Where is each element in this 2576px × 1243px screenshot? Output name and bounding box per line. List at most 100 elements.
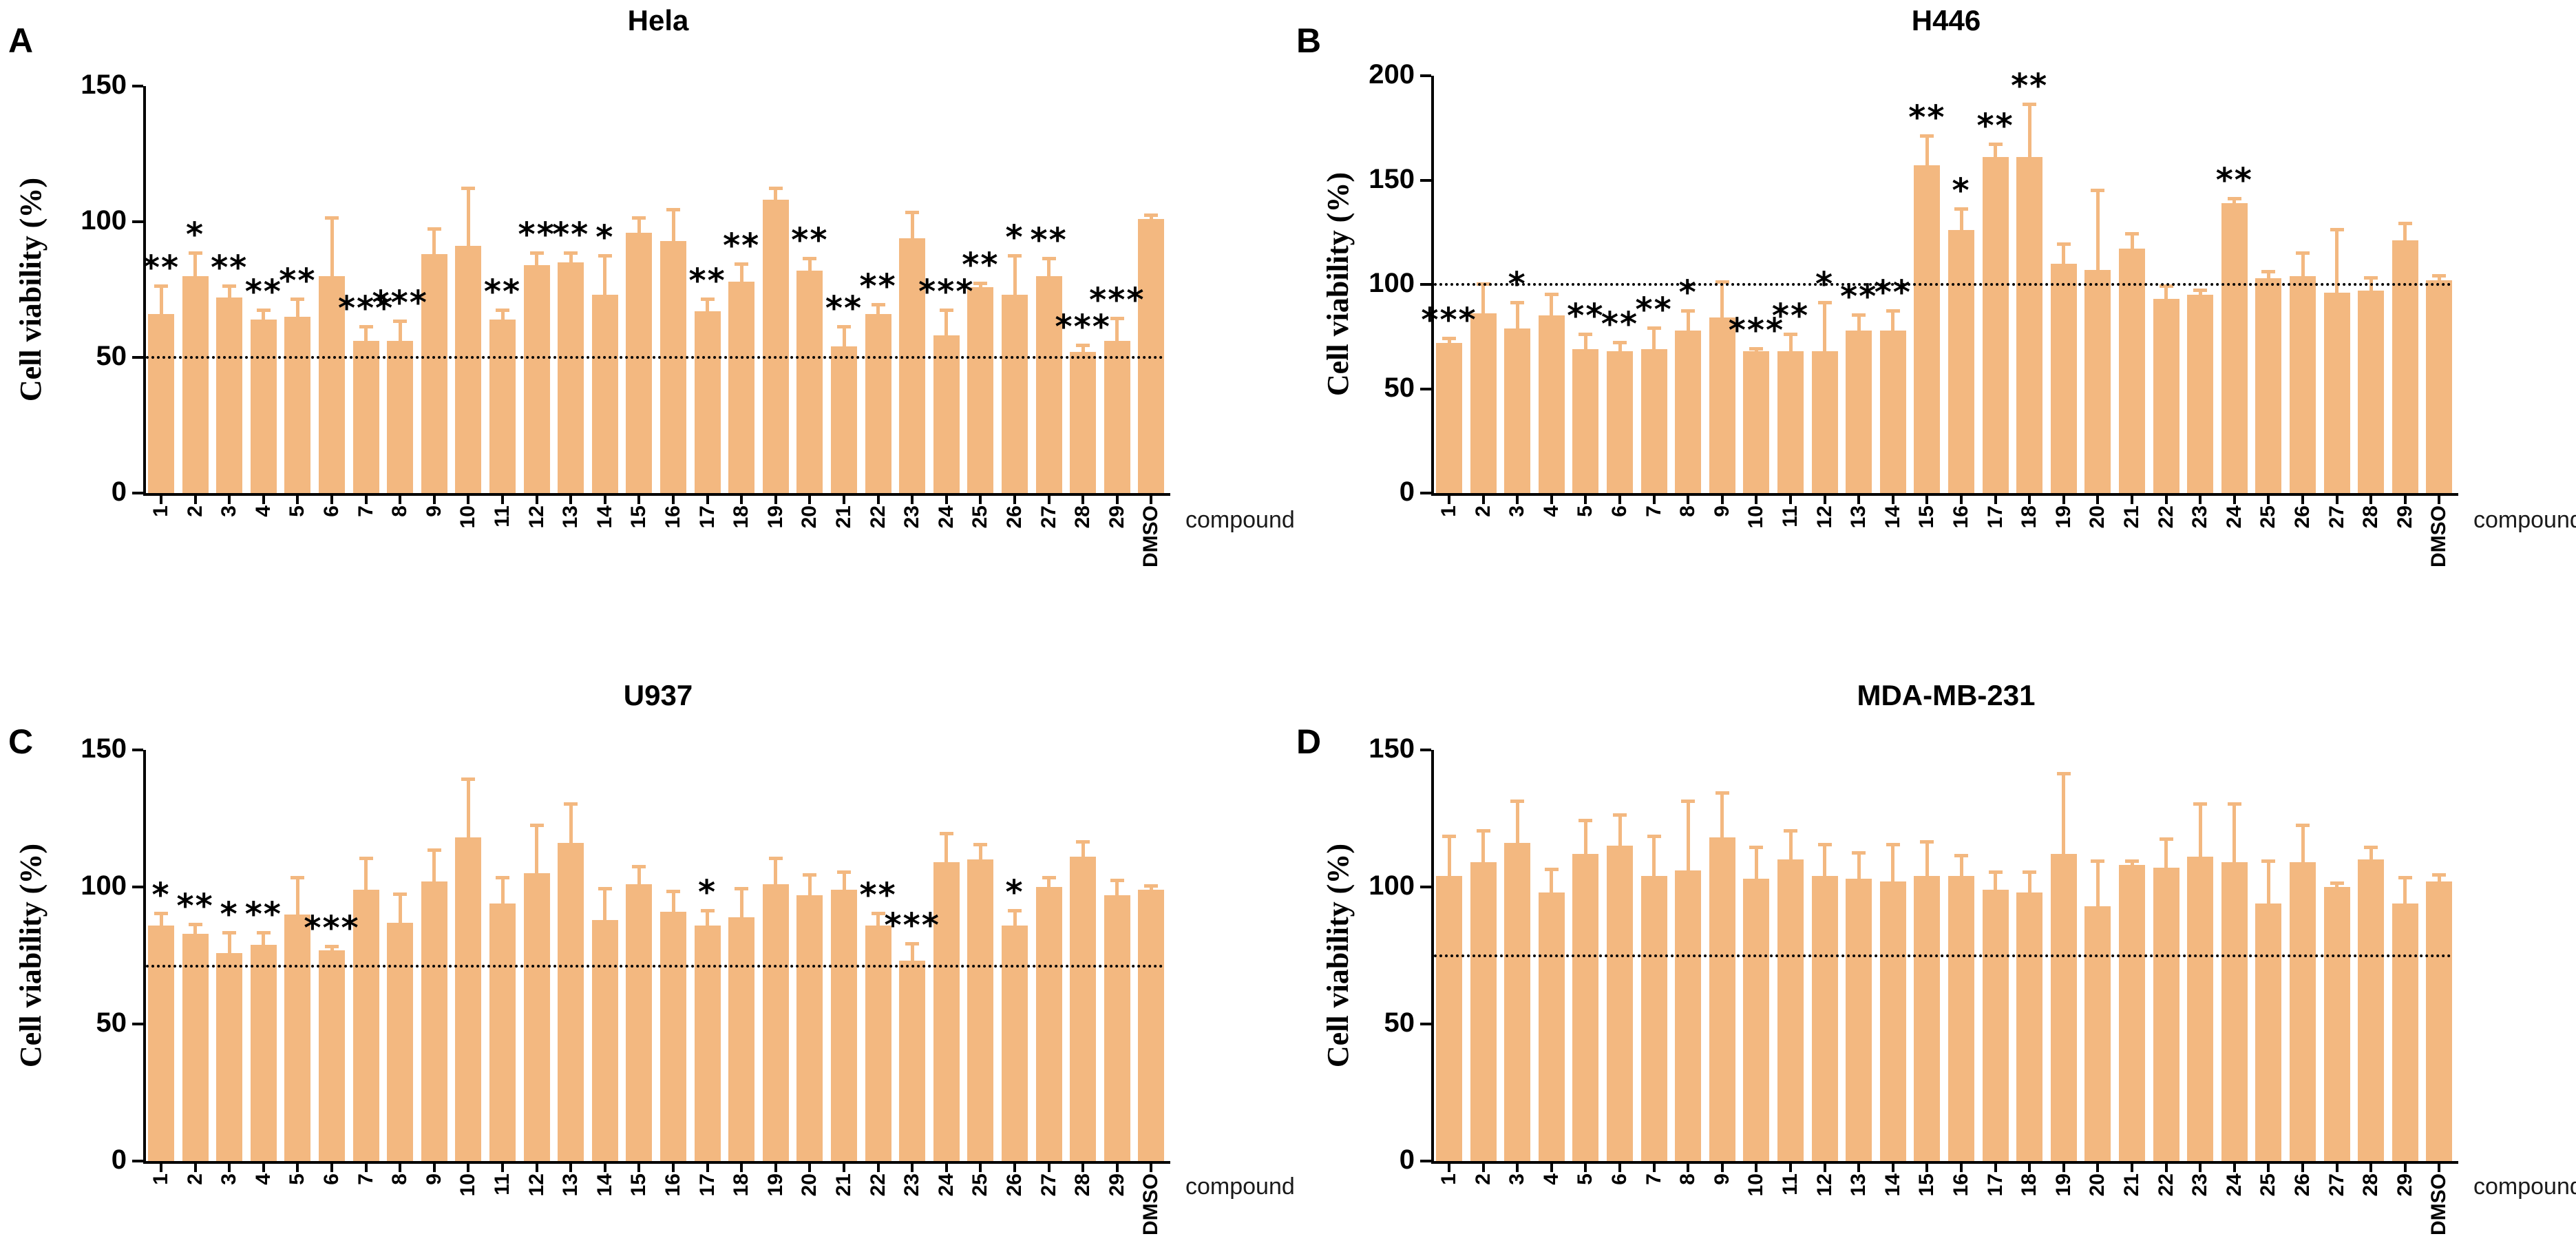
error-bar-stem — [1857, 313, 1861, 331]
error-bar-cap — [393, 319, 408, 323]
x-tick-label: 21 — [2120, 1173, 2143, 1197]
error-bar-stem — [262, 309, 266, 320]
x-tick-label: 20 — [798, 1173, 821, 1197]
x-tick-mark — [2096, 1164, 2100, 1172]
error-bar-cap — [1681, 799, 1696, 803]
significance-stars: *** — [304, 908, 360, 948]
bar — [1982, 889, 2009, 1161]
bar — [2050, 263, 2077, 493]
x-tick-label: 13 — [1847, 1173, 1870, 1197]
error-bar-stem — [603, 887, 607, 920]
error-bar-stem — [2198, 802, 2202, 857]
bar — [352, 889, 379, 1161]
x-tick-label: 13 — [1847, 505, 1870, 529]
bar — [1607, 846, 1633, 1161]
x-axis-title: compound — [1185, 507, 1295, 533]
error-bar-cap — [188, 922, 202, 926]
error-bar-cap — [1681, 309, 1696, 313]
significance-stars: * — [1678, 273, 1698, 313]
bar — [216, 297, 243, 493]
x-tick-mark — [228, 1164, 231, 1172]
error-bar-stem — [1994, 142, 1998, 158]
bar — [728, 917, 755, 1161]
significance-stars: ** — [791, 221, 829, 260]
error-bar-stem — [1925, 840, 1929, 877]
error-bar-cap — [2056, 771, 2071, 775]
bar — [967, 859, 994, 1161]
x-tick-label: 26 — [2291, 505, 2314, 529]
bar — [1846, 879, 1872, 1161]
x-tick-mark — [603, 1164, 606, 1172]
x-tick-label: 7 — [1642, 505, 1665, 517]
bar — [1572, 348, 1599, 493]
error-bar-stem — [500, 309, 505, 320]
error-bar-stem — [2403, 222, 2407, 241]
error-bar-stem — [1115, 879, 1119, 895]
x-tick-label: 18 — [730, 1173, 753, 1197]
x-tick-label: 4 — [1539, 1173, 1563, 1185]
y-tick-label: 100 — [81, 870, 127, 901]
bar — [1948, 230, 1974, 493]
y-tick-mark — [1420, 749, 1431, 751]
x-tick-label: 23 — [2188, 505, 2212, 529]
bar — [1035, 887, 1062, 1161]
bar — [899, 961, 926, 1161]
bar — [421, 881, 447, 1161]
error-bar-stem — [1754, 846, 1758, 879]
error-bar-cap — [837, 324, 851, 328]
x-tick-label: 15 — [627, 1173, 651, 1197]
x-tick-mark — [672, 496, 675, 504]
bar — [2255, 278, 2282, 493]
error-bar-stem — [2232, 802, 2237, 863]
bar — [1436, 342, 1462, 493]
y-tick-mark — [1420, 74, 1431, 77]
bar — [1982, 157, 2009, 493]
error-bar-cap — [2091, 859, 2105, 864]
error-bar-stem — [1618, 340, 1622, 351]
x-tick-mark — [740, 1164, 743, 1172]
error-bar-stem — [671, 889, 675, 912]
error-bar-stem — [2095, 859, 2100, 906]
x-tick-label: 8 — [1676, 1173, 1700, 1185]
x-tick-mark — [569, 496, 573, 504]
bar — [216, 952, 243, 1161]
bar — [626, 232, 653, 493]
error-bar-stem — [1652, 835, 1656, 877]
x-tick-mark — [1857, 496, 1861, 504]
significance-stars: *** — [1055, 308, 1111, 347]
error-bar-stem — [2369, 846, 2373, 860]
bar — [2290, 862, 2316, 1161]
y-tick-label: 50 — [96, 341, 127, 371]
bar — [2358, 291, 2385, 493]
x-tick-label: 18 — [2018, 1173, 2041, 1197]
x-tick-mark — [1720, 1164, 1724, 1172]
bar — [1777, 859, 1804, 1161]
x-tick-mark — [501, 1164, 504, 1172]
error-bar-cap — [598, 254, 612, 258]
x-tick-label: 19 — [763, 505, 787, 529]
error-bar-stem — [706, 297, 710, 311]
error-bar-stem — [364, 324, 368, 342]
x-tick-label: 13 — [559, 505, 582, 529]
error-bar-cap — [1510, 799, 1525, 803]
bar — [1879, 330, 1906, 493]
significance-stars: ** — [552, 216, 590, 255]
error-bar-cap — [2023, 103, 2037, 107]
error-bar-cap — [1042, 876, 1056, 880]
x-tick-label: 26 — [1003, 505, 1026, 529]
error-bar-cap — [1076, 344, 1090, 348]
x-tick-label: 11 — [491, 1173, 514, 1195]
x-tick-label: 15 — [1915, 505, 1939, 529]
error-bar-cap — [973, 843, 988, 847]
x-tick-mark — [364, 1164, 368, 1172]
significance-stars: ** — [688, 262, 726, 301]
error-bar-stem — [2164, 837, 2168, 868]
x-tick-label: 3 — [218, 1173, 241, 1185]
error-bar-cap — [154, 911, 168, 915]
y-tick-mark — [132, 886, 143, 888]
error-bar-cap — [461, 186, 476, 190]
x-tick-label: 11 — [1779, 505, 1802, 528]
x-tick-label: 6 — [320, 1173, 343, 1185]
x-tick-label: 22 — [2154, 1173, 2177, 1197]
bar — [728, 281, 755, 493]
